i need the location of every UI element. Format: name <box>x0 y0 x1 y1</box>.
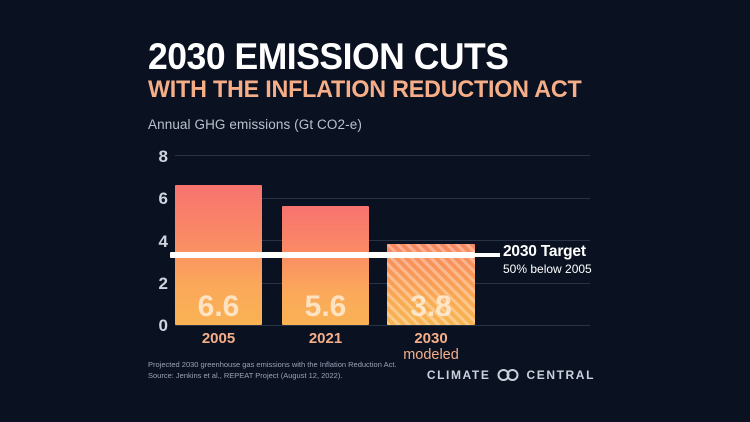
footnote-line-1: Projected 2030 greenhouse gas emissions … <box>148 360 397 369</box>
gridline-8 <box>175 155 590 156</box>
gridline-4 <box>175 240 590 241</box>
footnote-line-2: Source: Jenkins et al., REPEAT Project (… <box>148 370 343 380</box>
target-label-sublabel: 50% below 2005 <box>503 261 592 276</box>
x-category-2005-label: 2005 <box>201 330 236 347</box>
source-footnote: Projected 2030 greenhouse gas emissions … <box>148 360 397 382</box>
gridline-2 <box>175 282 590 284</box>
gridline-6 <box>175 197 590 199</box>
bar-value-2030: 3.8 <box>410 290 452 323</box>
plot-area: 6.6 5.6 3.8 <box>175 155 590 326</box>
y-tick-label-2: 2 <box>158 274 168 293</box>
y-tick-label-0: 0 <box>158 316 168 335</box>
x-category-2005: 2005 <box>175 330 262 347</box>
page-title: 2030 EMISSION CUTS <box>148 36 509 77</box>
logo-text-right: CENTRAL <box>526 368 595 382</box>
y-tick-label-4: 4 <box>158 232 168 251</box>
y-tick-label-6: 6 <box>158 189 168 208</box>
x-category-2021: 2021 <box>282 330 369 347</box>
climate-central-logo: CLIMATE CENTRAL <box>427 368 595 382</box>
y-tick-label-8: 8 <box>158 147 168 166</box>
page-subtitle: WITH THE INFLATION REDUCTION ACT <box>148 76 582 103</box>
target-annotation-label: 2030 Target 50% below 2005 <box>503 243 592 276</box>
bar-value-2021: 5.6 <box>304 290 347 323</box>
x-category-2030: 2030 modeled <box>387 330 475 364</box>
gridline-0 <box>175 325 590 326</box>
x-category-2030-label: 2030 <box>414 330 448 347</box>
logo-text-left: CLIMATE <box>426 368 491 382</box>
bar-value-2005: 6.6 <box>197 290 240 323</box>
target-line <box>170 252 475 258</box>
target-line-leader <box>475 253 500 257</box>
target-label-title: 2030 Target <box>503 243 586 260</box>
y-axis-caption: Annual GHG emissions (Gt CO2-e) <box>148 117 362 132</box>
bar-2021[interactable]: 5.6 <box>282 206 369 325</box>
infinity-rings-icon <box>496 369 520 381</box>
bar-fill-2021 <box>282 206 369 325</box>
x-category-2021-label: 2021 <box>308 330 343 347</box>
x-category-2030-sublabel: modeled <box>403 347 459 364</box>
